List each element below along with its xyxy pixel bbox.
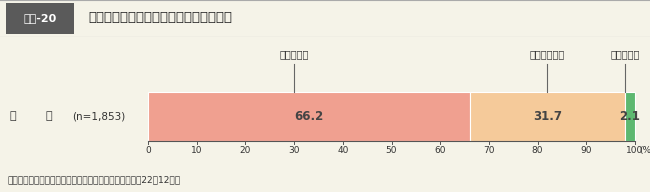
Text: わからない: わからない: [610, 49, 640, 59]
Text: 66.2: 66.2: [294, 110, 324, 123]
Text: 食べている: 食べている: [280, 49, 309, 59]
Text: 資料：内閣府「食育の現状と意識に関する調査」（平成22年12月）: 資料：内閣府「食育の現状と意識に関する調査」（平成22年12月）: [8, 175, 181, 184]
Text: (%): (%): [639, 146, 650, 155]
Bar: [471, 92, 625, 141]
Text: 20: 20: [240, 146, 251, 155]
Text: 2.1: 2.1: [619, 110, 640, 123]
Bar: [6, 3, 74, 34]
Text: 90: 90: [580, 146, 592, 155]
Text: 60: 60: [434, 146, 446, 155]
Text: 噛むこと、味わって食べることの実践度: 噛むこと、味わって食べることの実践度: [88, 12, 232, 24]
Text: 100: 100: [627, 146, 644, 155]
Text: 0: 0: [145, 146, 151, 155]
Text: 数: 数: [45, 111, 51, 121]
Bar: [625, 92, 635, 141]
Text: 70: 70: [483, 146, 495, 155]
Text: 図表-20: 図表-20: [23, 13, 57, 23]
Text: 50: 50: [385, 146, 397, 155]
Text: 食べていない: 食べていない: [530, 49, 565, 59]
Text: (n=1,853): (n=1,853): [72, 111, 125, 121]
Text: 総: 総: [10, 111, 17, 121]
Text: 30: 30: [289, 146, 300, 155]
Text: 40: 40: [337, 146, 348, 155]
Text: 10: 10: [191, 146, 202, 155]
Text: 80: 80: [532, 146, 543, 155]
Bar: [148, 92, 471, 141]
Text: 31.7: 31.7: [533, 110, 562, 123]
